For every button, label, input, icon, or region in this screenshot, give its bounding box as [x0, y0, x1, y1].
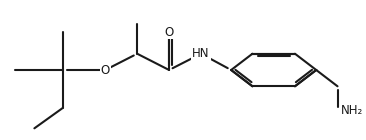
Text: O: O: [101, 64, 110, 76]
Text: NH₂: NH₂: [341, 104, 363, 117]
Text: O: O: [164, 25, 174, 38]
Text: HN: HN: [192, 47, 210, 60]
